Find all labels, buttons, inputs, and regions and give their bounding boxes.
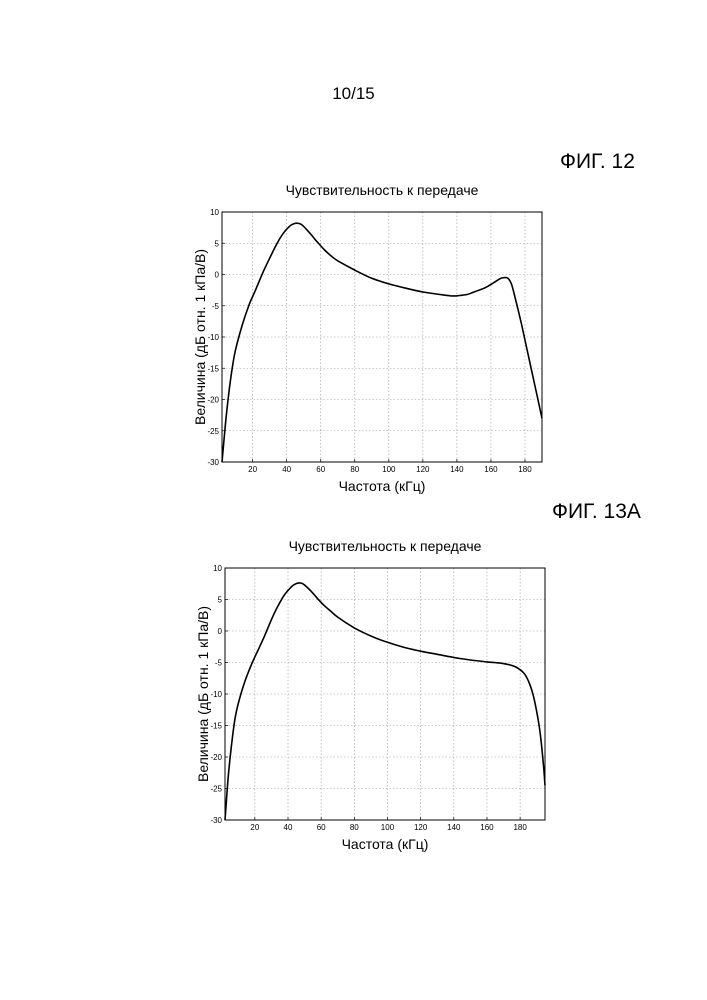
x-tick-label: 180 bbox=[513, 823, 527, 832]
x-tick-label: 20 bbox=[248, 465, 257, 474]
y-tick-label: -5 bbox=[215, 659, 223, 668]
x-tick-label: 60 bbox=[317, 823, 326, 832]
y-tick-label: 5 bbox=[215, 239, 220, 248]
x-tick-label: 100 bbox=[382, 465, 396, 474]
x-tick-label: 140 bbox=[450, 465, 464, 474]
x-tick-label: 100 bbox=[381, 823, 395, 832]
y-tick-label: -20 bbox=[207, 396, 219, 405]
x-tick-label: 120 bbox=[414, 823, 428, 832]
y-tick-label: -25 bbox=[210, 785, 222, 794]
x-tick-label: 20 bbox=[250, 823, 259, 832]
chart-title: Чувствительность к передаче bbox=[286, 182, 479, 198]
x-tick-label: 120 bbox=[416, 465, 430, 474]
figure-label-13a: ФИГ. 13А bbox=[552, 500, 641, 524]
chart-fig-12: Чувствительность к передаче2040608010012… bbox=[0, 170, 707, 500]
x-tick-label: 40 bbox=[284, 823, 293, 832]
series-line-0 bbox=[225, 583, 545, 820]
y-tick-label: -10 bbox=[210, 690, 222, 699]
x-tick-label: 40 bbox=[282, 465, 291, 474]
y-tick-label: 0 bbox=[218, 627, 223, 636]
series-line-0 bbox=[222, 223, 542, 462]
x-axis-label: Частота (кГц) bbox=[339, 478, 426, 494]
y-tick-label: -20 bbox=[210, 753, 222, 762]
y-tick-label: 10 bbox=[210, 208, 219, 217]
y-tick-label: -30 bbox=[207, 458, 219, 467]
y-tick-label: -10 bbox=[207, 333, 219, 342]
x-tick-label: 140 bbox=[447, 823, 461, 832]
chart-fig-13a: Чувствительность к передаче2040608010012… bbox=[0, 525, 707, 865]
x-tick-label: 160 bbox=[484, 465, 498, 474]
y-tick-label: -30 bbox=[210, 816, 222, 825]
x-tick-label: 80 bbox=[350, 465, 359, 474]
plot-frame bbox=[222, 212, 542, 462]
y-tick-label: 10 bbox=[213, 564, 222, 573]
chart-title: Чувствительность к передаче bbox=[289, 538, 482, 554]
x-axis-label: Частота (кГц) bbox=[342, 836, 429, 852]
x-tick-label: 180 bbox=[518, 465, 532, 474]
x-tick-label: 160 bbox=[480, 823, 494, 832]
y-tick-label: -5 bbox=[212, 302, 220, 311]
page-number: 10/15 bbox=[0, 84, 707, 104]
x-tick-label: 80 bbox=[350, 823, 359, 832]
y-tick-label: -15 bbox=[210, 722, 222, 731]
y-axis-label: Величина (дБ отн. 1 кПа/В) bbox=[195, 606, 211, 782]
y-axis-label: Величина (дБ отн. 1 кПа/В) bbox=[192, 249, 208, 425]
y-tick-label: -15 bbox=[207, 364, 219, 373]
y-tick-label: 0 bbox=[215, 271, 220, 280]
y-tick-label: 5 bbox=[218, 596, 223, 605]
plot-frame bbox=[225, 568, 545, 820]
y-tick-label: -25 bbox=[207, 427, 219, 436]
x-tick-label: 60 bbox=[316, 465, 325, 474]
